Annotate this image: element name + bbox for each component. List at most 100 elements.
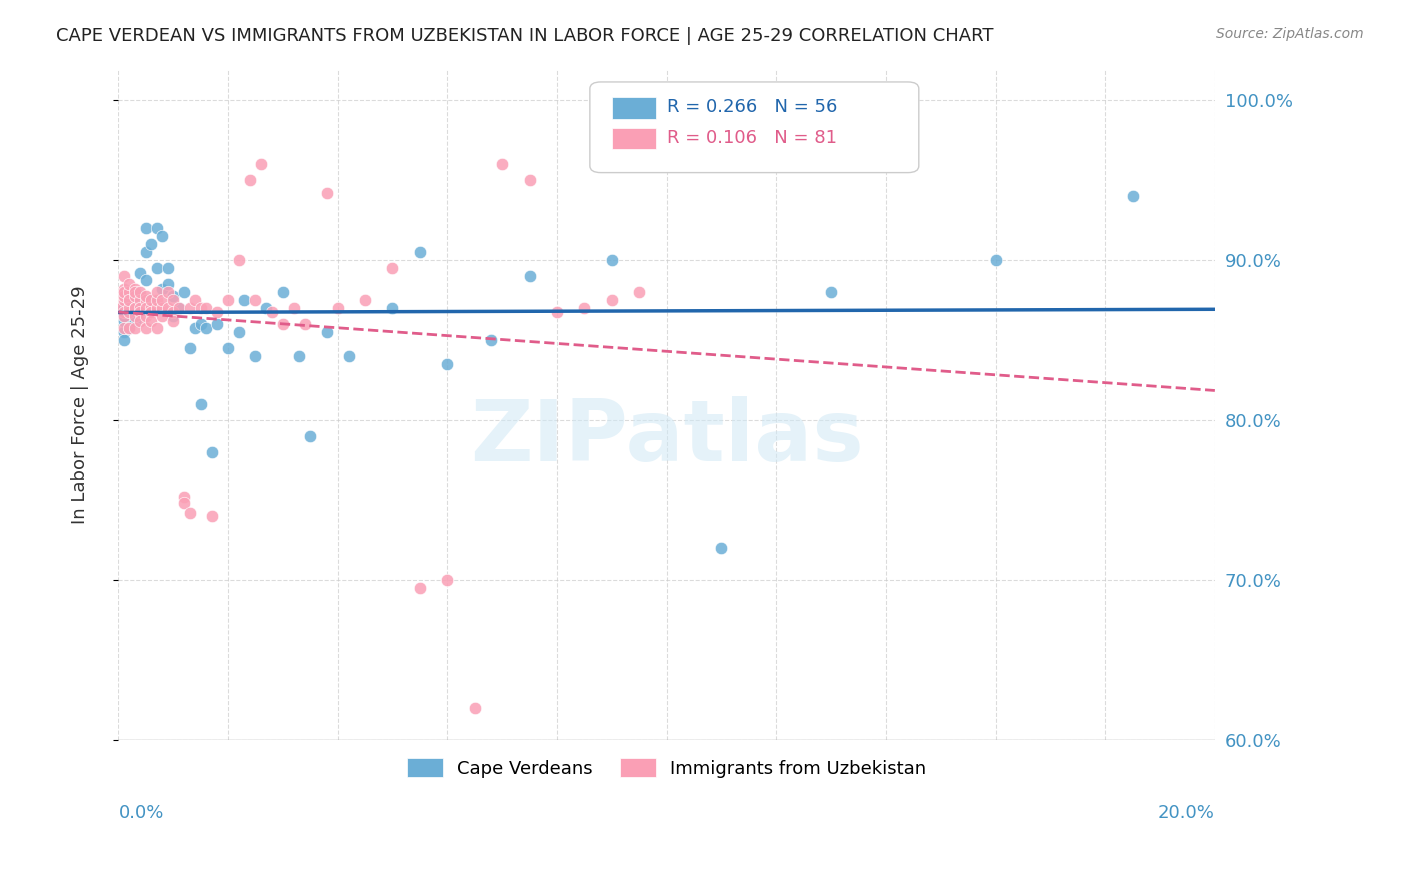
Point — [145, 293, 167, 308]
Point — [135, 310, 157, 324]
Point — [124, 285, 146, 300]
Point — [145, 320, 167, 334]
Point — [519, 269, 541, 284]
Point — [628, 285, 651, 300]
Point — [112, 334, 135, 348]
Point — [141, 304, 163, 318]
Point — [118, 320, 141, 334]
Point — [118, 301, 141, 316]
Text: 0.0%: 0.0% — [118, 804, 163, 822]
Point — [118, 293, 141, 308]
Point — [118, 285, 141, 300]
Point — [436, 573, 458, 587]
Point — [283, 301, 305, 316]
Point — [519, 173, 541, 187]
Point — [156, 301, 179, 316]
Point — [124, 285, 146, 300]
Point — [118, 320, 141, 334]
Point — [150, 301, 173, 316]
Point — [162, 314, 184, 328]
Point — [118, 301, 141, 316]
Point — [546, 304, 568, 318]
Point — [381, 261, 404, 276]
Point — [167, 301, 190, 316]
Text: R = 0.266   N = 56: R = 0.266 N = 56 — [666, 98, 837, 117]
Point — [156, 285, 179, 300]
Legend: Cape Verdeans, Immigrants from Uzbekistan: Cape Verdeans, Immigrants from Uzbekista… — [399, 751, 934, 785]
Point — [491, 157, 513, 171]
Point — [112, 310, 135, 324]
Point — [245, 293, 267, 308]
Point — [600, 253, 623, 268]
Point — [124, 282, 146, 296]
Point — [179, 506, 201, 520]
Point — [464, 701, 486, 715]
Point — [129, 285, 152, 300]
Point — [254, 301, 277, 316]
Point — [820, 285, 842, 300]
Text: CAPE VERDEAN VS IMMIGRANTS FROM UZBEKISTAN IN LABOR FORCE | AGE 25-29 CORRELATIO: CAPE VERDEAN VS IMMIGRANTS FROM UZBEKIST… — [56, 27, 994, 45]
Point — [173, 496, 195, 510]
Point — [112, 326, 135, 340]
Point — [205, 318, 228, 332]
Point — [112, 269, 135, 284]
Point — [190, 301, 212, 316]
Point — [141, 237, 163, 252]
Point — [195, 320, 218, 334]
Point — [135, 301, 157, 316]
Point — [129, 301, 152, 316]
Text: Source: ZipAtlas.com: Source: ZipAtlas.com — [1216, 27, 1364, 41]
Point — [288, 349, 311, 363]
Point — [162, 304, 184, 318]
Point — [315, 326, 337, 340]
Point — [110, 301, 132, 316]
Point — [150, 282, 173, 296]
Point — [141, 293, 163, 308]
Point — [135, 272, 157, 286]
Point — [135, 293, 157, 308]
Text: R = 0.106   N = 81: R = 0.106 N = 81 — [666, 128, 837, 146]
FancyBboxPatch shape — [612, 128, 655, 149]
Point — [245, 349, 267, 363]
Point — [250, 157, 273, 171]
Point — [129, 304, 152, 318]
Point — [129, 288, 152, 302]
Point — [162, 293, 184, 308]
Point — [354, 293, 377, 308]
Point — [984, 253, 1007, 268]
Point — [294, 318, 316, 332]
Point — [184, 320, 207, 334]
Text: 20.0%: 20.0% — [1159, 804, 1215, 822]
Point — [124, 288, 146, 302]
Point — [228, 253, 250, 268]
Point — [574, 301, 596, 316]
Point — [409, 245, 432, 260]
Point — [141, 301, 163, 316]
Point — [409, 581, 432, 595]
Point — [337, 349, 360, 363]
Point — [141, 314, 163, 328]
Point — [145, 285, 167, 300]
Point — [179, 342, 201, 356]
Point — [200, 509, 222, 524]
Point — [112, 304, 135, 318]
Point — [195, 301, 218, 316]
Point — [315, 186, 337, 201]
Text: ZIPatlas: ZIPatlas — [470, 396, 863, 479]
Point — [124, 314, 146, 328]
Point — [129, 293, 152, 308]
Point — [381, 301, 404, 316]
Point — [150, 229, 173, 244]
Point — [150, 310, 173, 324]
Point — [145, 301, 167, 316]
Point — [299, 429, 322, 443]
Point — [710, 541, 733, 556]
Point — [190, 318, 212, 332]
Point — [112, 282, 135, 296]
Point — [124, 298, 146, 312]
Point — [118, 277, 141, 292]
Point — [112, 320, 135, 334]
Point — [173, 490, 195, 504]
Point — [239, 173, 262, 187]
FancyBboxPatch shape — [591, 82, 918, 173]
